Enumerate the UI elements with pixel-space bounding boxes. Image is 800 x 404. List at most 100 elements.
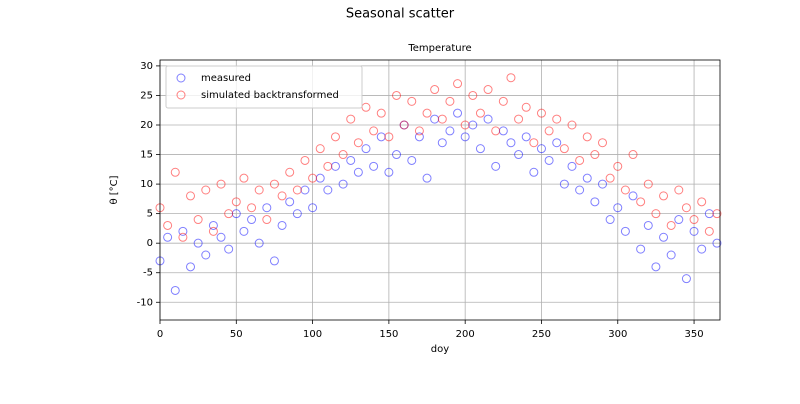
- point: [285, 167, 295, 177]
- point: [186, 191, 196, 201]
- y-tick-label: 10: [140, 179, 153, 190]
- x-axis-label: doy: [431, 344, 449, 355]
- point: [330, 132, 340, 142]
- point: [216, 179, 226, 189]
- point: [178, 226, 188, 236]
- point: [224, 244, 234, 254]
- point: [170, 285, 180, 295]
- point: [460, 120, 470, 130]
- point: [201, 250, 211, 260]
- point: [582, 132, 592, 142]
- x-tick-label: 100: [303, 329, 322, 340]
- point: [308, 173, 318, 183]
- point: [582, 173, 592, 183]
- point: [598, 179, 608, 189]
- point: [224, 209, 234, 219]
- point: [330, 161, 340, 171]
- point: [552, 138, 562, 148]
- plot-frame: [159, 59, 721, 321]
- point: [353, 167, 363, 177]
- x-tick-label: 200: [456, 329, 475, 340]
- point: [269, 179, 279, 189]
- point: [392, 150, 402, 160]
- x-tick-label: 300: [608, 329, 627, 340]
- chart-title: Temperature: [407, 43, 471, 54]
- legend-marker: [176, 73, 186, 83]
- point: [559, 179, 569, 189]
- point: [186, 262, 196, 272]
- point: [376, 132, 386, 142]
- y-tick-label: 15: [140, 150, 153, 161]
- point: [628, 191, 638, 201]
- point: [277, 220, 287, 230]
- point: [308, 203, 318, 213]
- legend-label: simulated backtransformed: [201, 90, 339, 101]
- point: [575, 185, 585, 195]
- point: [712, 238, 722, 248]
- y-axis-label: θ [°C]: [109, 175, 120, 204]
- point: [414, 126, 424, 136]
- point: [201, 185, 211, 195]
- point: [399, 120, 409, 130]
- legend-box: [165, 65, 363, 109]
- point: [659, 191, 669, 201]
- point: [590, 197, 600, 207]
- point: [681, 274, 691, 284]
- point: [681, 203, 691, 213]
- point: [628, 150, 638, 160]
- point: [704, 226, 714, 236]
- y-tick-label: 20: [140, 120, 153, 131]
- point: [536, 108, 546, 118]
- point: [697, 244, 707, 254]
- point: [620, 226, 630, 236]
- point: [247, 203, 257, 213]
- suptitle: Seasonal scatter: [346, 7, 455, 22]
- point: [636, 197, 646, 207]
- point: [262, 203, 272, 213]
- point: [437, 138, 447, 148]
- legend-label: measured: [201, 73, 251, 84]
- point: [163, 220, 173, 230]
- point: [437, 114, 447, 124]
- y-tick-label: 30: [140, 61, 153, 72]
- point: [178, 232, 188, 242]
- point: [483, 114, 493, 124]
- point: [659, 232, 669, 242]
- point: [254, 185, 264, 195]
- point: [247, 215, 257, 225]
- point: [170, 167, 180, 177]
- point: [636, 244, 646, 254]
- y-tick-label: -10: [137, 297, 153, 308]
- point: [613, 161, 623, 171]
- point: [567, 161, 577, 171]
- point: [346, 114, 356, 124]
- point: [361, 144, 371, 154]
- point: [613, 203, 623, 213]
- point: [674, 215, 684, 225]
- point: [346, 155, 356, 165]
- x-tick-label: 0: [157, 329, 163, 340]
- point: [407, 96, 417, 106]
- point: [712, 209, 722, 219]
- point: [353, 138, 363, 148]
- point: [338, 179, 348, 189]
- point: [544, 126, 554, 136]
- point: [529, 138, 539, 148]
- point: [475, 144, 485, 154]
- point: [529, 167, 539, 177]
- point: [369, 161, 379, 171]
- point: [651, 209, 661, 219]
- point: [514, 114, 524, 124]
- point: [544, 155, 554, 165]
- point: [445, 126, 455, 136]
- point: [208, 226, 218, 236]
- point: [376, 108, 386, 118]
- point: [506, 138, 516, 148]
- y-tick-label: 5: [147, 209, 153, 220]
- point: [575, 155, 585, 165]
- point: [643, 179, 653, 189]
- point: [498, 126, 508, 136]
- point: [277, 191, 287, 201]
- point: [300, 155, 310, 165]
